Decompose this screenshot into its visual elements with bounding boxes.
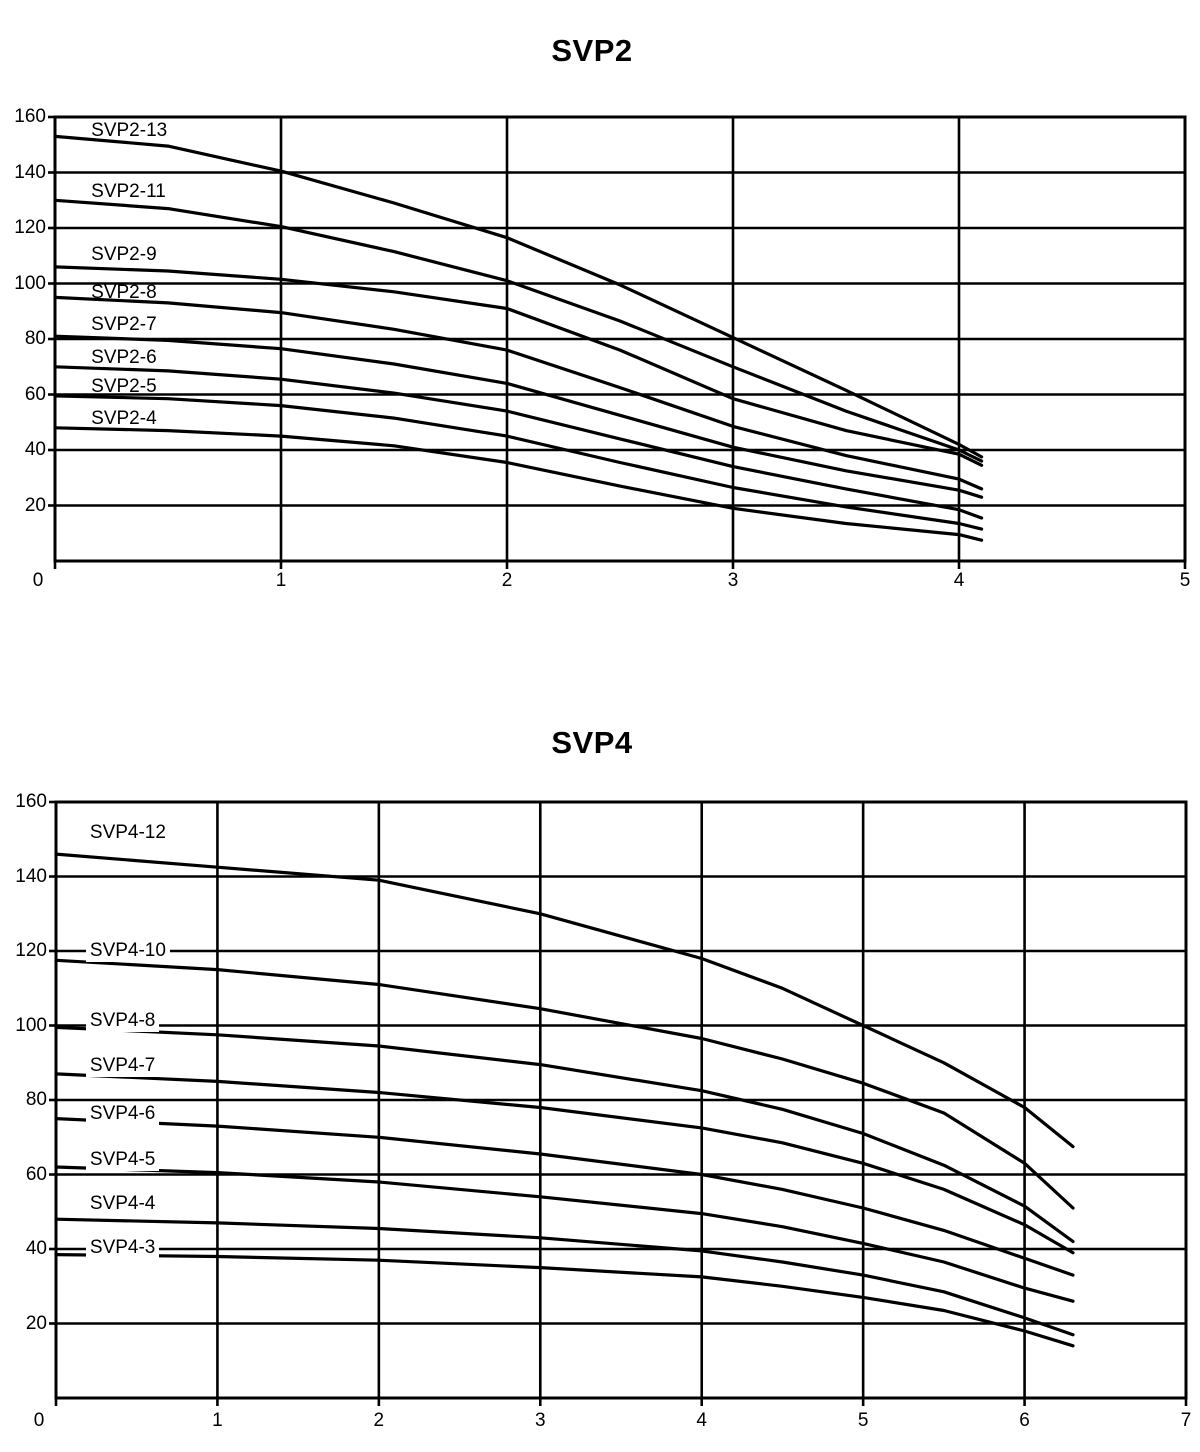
y-tick-label: 100 bbox=[15, 1014, 47, 1036]
curve-label-svp2-9: SVP2-9 bbox=[91, 243, 157, 265]
curve-label-svp4-8: SVP4-8 bbox=[85, 1010, 160, 1033]
curve-label-svp2-5: SVP2-5 bbox=[91, 376, 157, 397]
x-tick-label: 6 bbox=[1019, 1410, 1030, 1431]
x-tick-label: 5 bbox=[1179, 570, 1191, 591]
y-tick-label: 140 bbox=[15, 865, 47, 887]
y-tick-label: 120 bbox=[14, 217, 46, 238]
curve-label-svp4-12: SVP4-12 bbox=[85, 821, 170, 844]
curve-label-svp4-6: SVP4-6 bbox=[85, 1103, 160, 1126]
pump-curve-svp2-4 bbox=[53, 426, 984, 542]
pump-curve-svp2-8 bbox=[53, 295, 984, 491]
curve-label-svp2-13: SVP2-13 bbox=[91, 119, 168, 141]
curve-label-svp2-6: SVP2-6 bbox=[91, 346, 157, 368]
y-tick-label: 60 bbox=[24, 383, 46, 405]
x-tick-label: 4 bbox=[696, 1410, 707, 1431]
pump-curve-svp2-11 bbox=[53, 198, 984, 463]
curve-label-svp4-7: SVP4-7 bbox=[85, 1055, 160, 1078]
y-tick-label: 120 bbox=[15, 940, 47, 961]
pump-curve-svp2-13 bbox=[53, 134, 984, 459]
x-tick-label: 2 bbox=[501, 570, 513, 591]
x-tick-label: 3 bbox=[534, 1410, 546, 1431]
curve-label-svp4-4: SVP4-4 bbox=[85, 1192, 160, 1215]
pump-curve-svp4-7 bbox=[54, 1072, 1075, 1255]
pump-curve-svp2-5 bbox=[53, 394, 984, 531]
pump-curve-svp4-4 bbox=[54, 1217, 1075, 1337]
x-tick-label: 0 bbox=[33, 1410, 45, 1431]
pump-curve-svp4-5 bbox=[54, 1165, 1075, 1303]
curve-label-svp4-5: SVP4-5 bbox=[85, 1148, 160, 1171]
x-tick-label: 7 bbox=[1180, 1410, 1192, 1431]
x-tick-label: 3 bbox=[727, 570, 739, 591]
pump-curve-svp4-6 bbox=[54, 1116, 1075, 1277]
pump-curve-svp4-8 bbox=[54, 1025, 1075, 1244]
y-tick-label: 40 bbox=[25, 1238, 47, 1259]
pump-curve-svp2-7 bbox=[53, 334, 984, 499]
pump-curve-svp4-3 bbox=[54, 1252, 1075, 1348]
curve-label-svp2-8: SVP2-8 bbox=[91, 281, 157, 303]
x-tick-label: 4 bbox=[953, 570, 965, 591]
plot-border bbox=[53, 115, 1187, 563]
pump-curve-svp2-6 bbox=[53, 365, 984, 520]
y-tick-label: 80 bbox=[24, 328, 46, 349]
pump-curve-svp4-12 bbox=[54, 852, 1075, 1149]
y-tick-label: 160 bbox=[14, 106, 46, 127]
pump-curve-svp2-9 bbox=[53, 265, 984, 467]
y-tick-label: 80 bbox=[25, 1089, 47, 1110]
x-tick-label: 2 bbox=[373, 1410, 385, 1431]
curve-label-svp2-7: SVP2-7 bbox=[91, 314, 157, 336]
x-tick-label: 0 bbox=[32, 570, 44, 591]
y-tick-label: 140 bbox=[14, 161, 46, 183]
x-tick-label: 1 bbox=[275, 570, 287, 591]
curve-label-svp4-10: SVP4-10 bbox=[85, 940, 170, 962]
y-tick-label: 60 bbox=[25, 1163, 47, 1185]
x-tick-label: 5 bbox=[857, 1410, 869, 1431]
curve-label-svp4-3: SVP4-3 bbox=[85, 1236, 160, 1259]
curve-label-svp2-11: SVP2-11 bbox=[91, 180, 166, 202]
chart-title-svp2: SVP2 bbox=[551, 33, 633, 68]
curve-label-svp2-4: SVP2-4 bbox=[91, 407, 157, 429]
plot-border bbox=[54, 800, 1188, 1400]
y-tick-label: 20 bbox=[25, 1312, 47, 1334]
y-tick-label: 40 bbox=[24, 439, 46, 460]
chart-title-svp4: SVP4 bbox=[551, 725, 633, 760]
x-tick-label: 1 bbox=[212, 1410, 223, 1431]
y-tick-label: 20 bbox=[24, 494, 46, 516]
y-tick-label: 100 bbox=[14, 272, 46, 294]
pump-curve-svp4-10 bbox=[54, 958, 1075, 1210]
y-tick-label: 160 bbox=[15, 791, 47, 812]
